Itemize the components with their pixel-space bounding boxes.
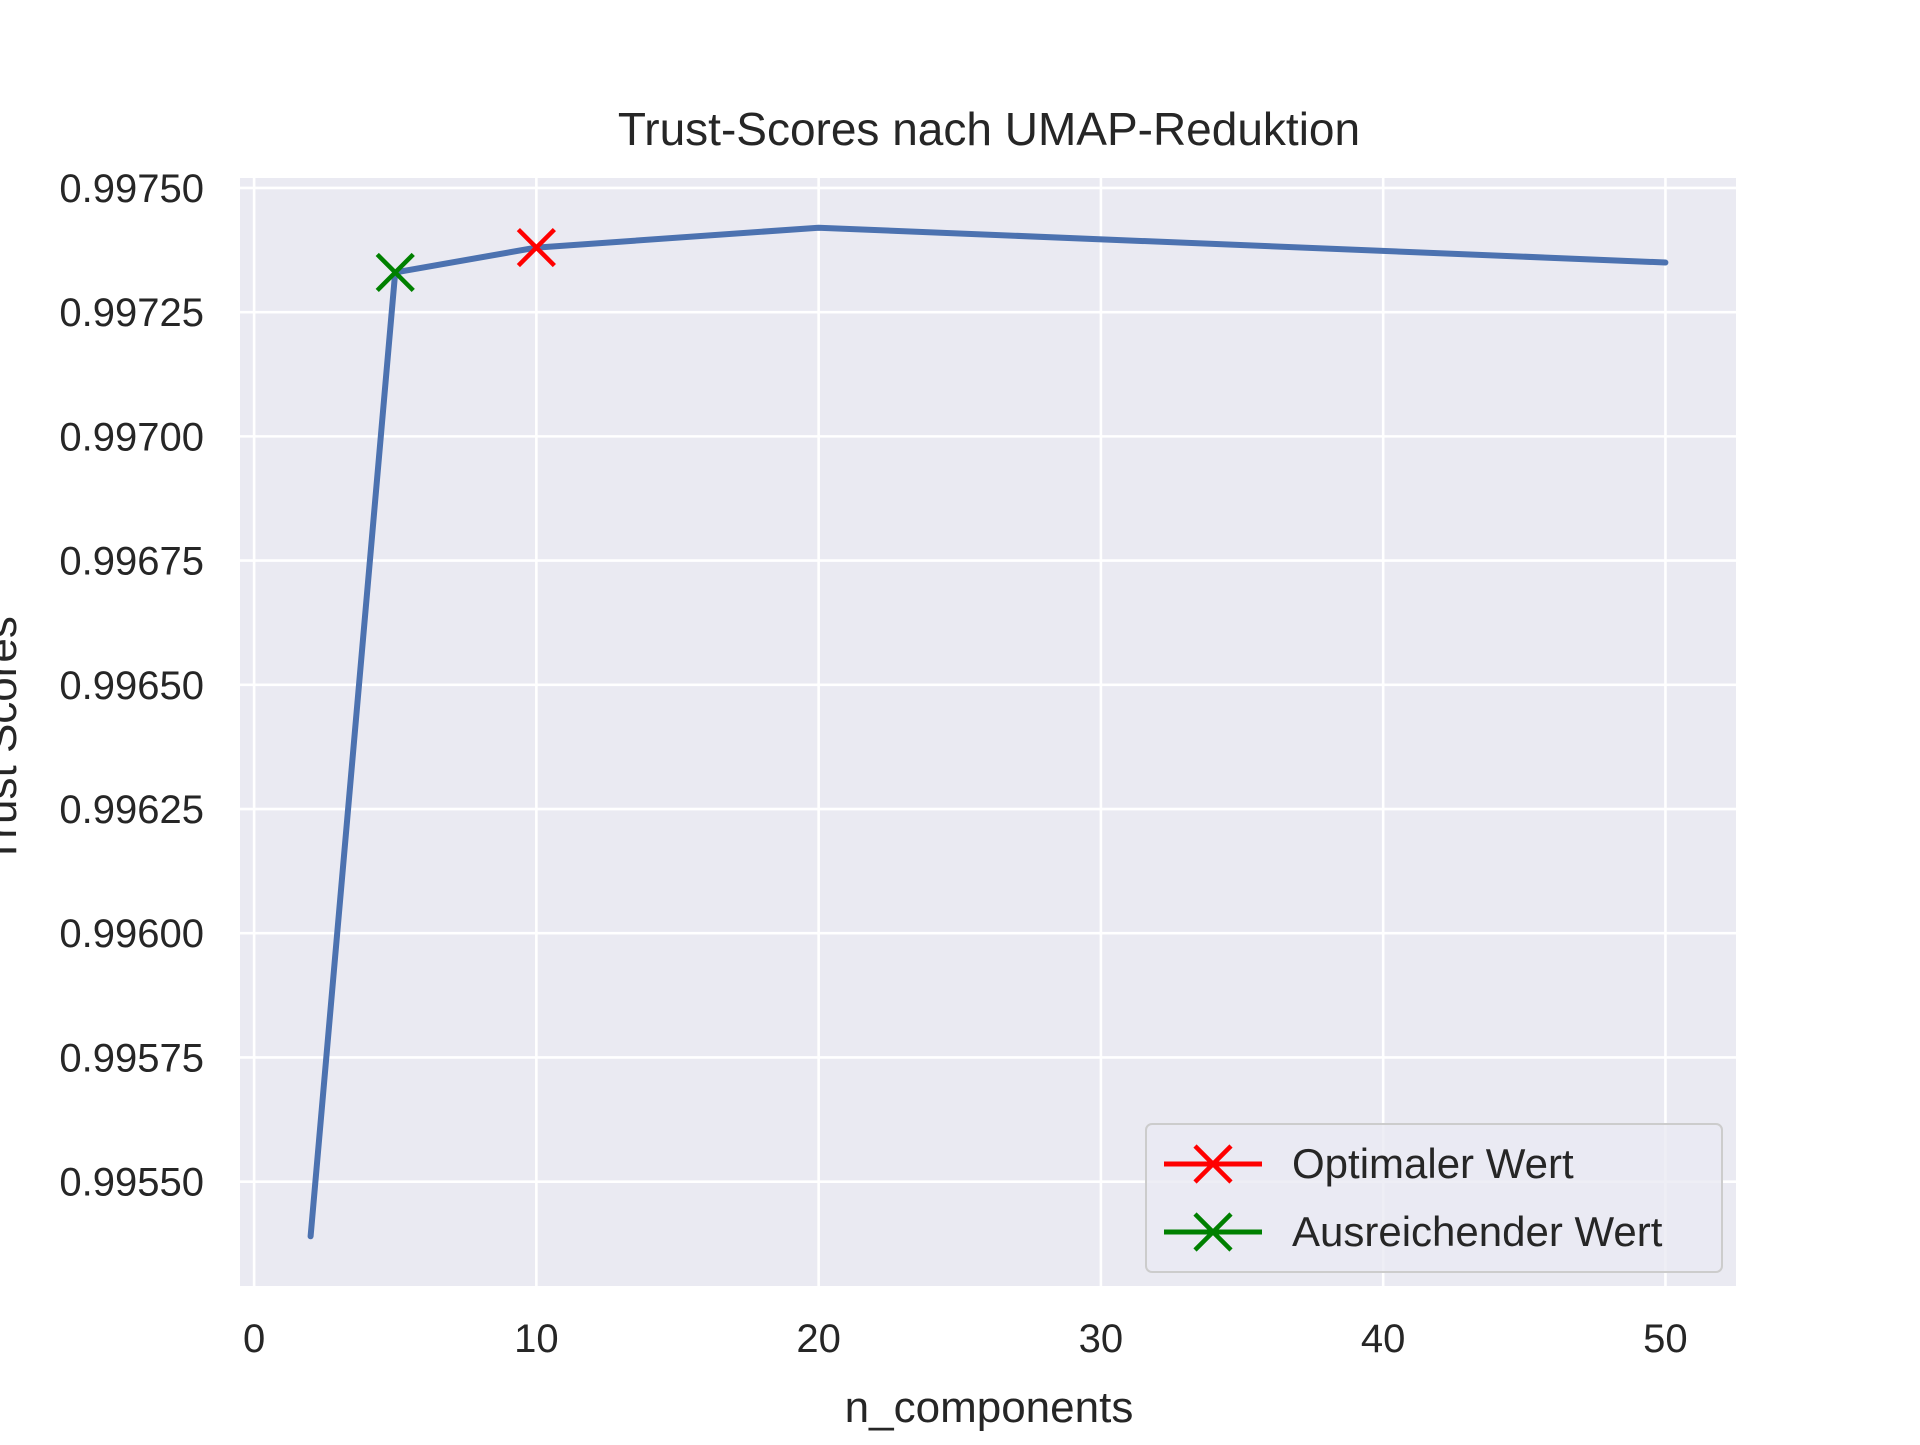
y-tick-label: 0.99625 [59, 788, 204, 832]
y-tick-label: 0.99600 [59, 912, 204, 956]
y-axis-label: Trust Scores [0, 616, 26, 864]
x-tick-label: 40 [1361, 1317, 1406, 1361]
y-tick-label: 0.99700 [59, 415, 204, 459]
y-tick-label: 0.99675 [59, 540, 204, 584]
y-tick-labels: 0.99550 0.99575 0.99600 0.99625 0.99650 0.996… [59, 167, 204, 1205]
x-tick-label: 10 [514, 1317, 559, 1361]
chart-title: Trust-Scores nach UMAP-Reduktion [618, 103, 1360, 155]
legend-label: Ausreichender Wert [1292, 1208, 1663, 1255]
y-tick-label: 0.99750 [59, 167, 204, 211]
legend-label: Optimaler Wert [1292, 1140, 1574, 1187]
x-tick-label: 0 [243, 1317, 265, 1361]
y-tick-label: 0.99575 [59, 1036, 204, 1080]
legend: Optimaler Wert Ausreichender Wert [1146, 1124, 1722, 1272]
x-axis-label: n_components [845, 1383, 1134, 1432]
y-tick-label: 0.99725 [59, 291, 204, 335]
x-tick-labels: 0 10 20 30 40 50 [243, 1317, 1688, 1361]
y-tick-label: 0.99650 [59, 664, 204, 708]
x-tick-label: 20 [796, 1317, 841, 1361]
y-tick-label: 0.99550 [59, 1161, 204, 1205]
x-tick-label: 50 [1643, 1317, 1688, 1361]
x-tick-label: 30 [1079, 1317, 1124, 1361]
plot-area [240, 178, 1736, 1286]
